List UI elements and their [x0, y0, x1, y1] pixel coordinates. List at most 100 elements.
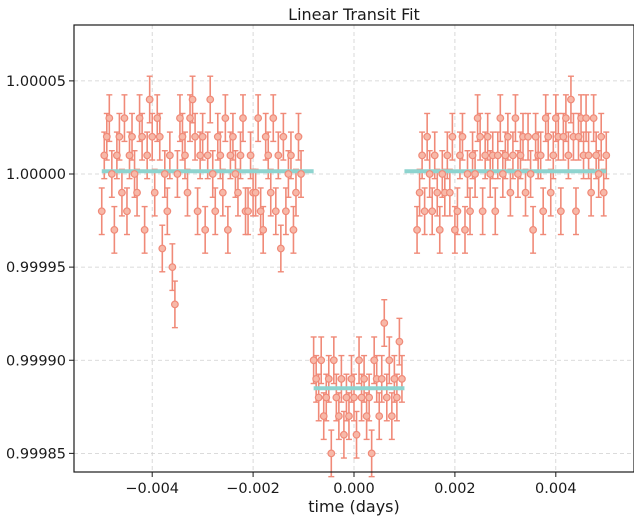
- data-point: [445, 188, 454, 197]
- data-point: [337, 374, 346, 383]
- data-point: [589, 114, 598, 123]
- data-point: [385, 356, 394, 365]
- data-point: [261, 132, 270, 141]
- data-point: [357, 393, 366, 402]
- data-point: [483, 132, 492, 141]
- data-point: [133, 188, 141, 197]
- data-point: [340, 430, 348, 439]
- data-point: [541, 114, 550, 123]
- data-point: [221, 114, 230, 123]
- data-point: [206, 95, 215, 104]
- data-point: [107, 170, 116, 178]
- data-point: [352, 430, 361, 439]
- data-point: [451, 225, 459, 234]
- data-point: [529, 225, 537, 234]
- data-point: [138, 132, 147, 141]
- x-tick-label: 0.000: [333, 481, 375, 497]
- data-point: [287, 151, 295, 160]
- data-point: [168, 263, 177, 272]
- data-point: [392, 393, 401, 402]
- data-point: [587, 188, 596, 197]
- data-point: [128, 132, 136, 141]
- data-point: [493, 151, 502, 160]
- data-point: [203, 151, 212, 160]
- data-point: [415, 188, 424, 197]
- data-point: [246, 151, 255, 160]
- data-point: [503, 132, 512, 141]
- data-point: [564, 151, 573, 160]
- data-point: [120, 114, 129, 123]
- data-point: [183, 188, 192, 197]
- data-point: [572, 207, 580, 216]
- y-tick-label: 1.00005: [6, 74, 66, 90]
- data-point: [390, 374, 399, 383]
- data-point: [498, 170, 507, 178]
- data-point: [362, 412, 371, 421]
- data-point: [244, 207, 252, 216]
- data-point: [430, 151, 439, 160]
- data-point: [176, 114, 184, 123]
- data-point: [188, 95, 197, 104]
- data-point: [458, 132, 467, 141]
- data-point: [236, 151, 245, 160]
- data-point: [418, 151, 427, 160]
- data-point: [345, 412, 353, 421]
- data-point: [496, 114, 505, 123]
- data-point: [443, 151, 452, 160]
- data-point: [491, 207, 500, 216]
- data-point: [281, 207, 290, 216]
- data-point: [163, 207, 172, 216]
- data-point: [506, 188, 515, 197]
- data-point: [297, 170, 305, 178]
- data-point: [223, 225, 232, 234]
- data-point: [387, 412, 396, 421]
- data-point: [473, 114, 482, 123]
- data-point: [395, 337, 404, 346]
- data-point: [398, 374, 406, 383]
- data-point: [584, 151, 593, 160]
- chart-title: Linear Transit Fit: [288, 5, 420, 24]
- data-point: [602, 151, 611, 160]
- data-point: [153, 114, 162, 123]
- data-point: [319, 412, 328, 421]
- data-point: [332, 393, 341, 402]
- data-point: [556, 207, 565, 216]
- y-tick-label: 1.00000: [6, 167, 66, 183]
- data-point: [329, 356, 338, 365]
- y-tick-label: 0.99990: [6, 353, 66, 369]
- data-point: [559, 132, 568, 141]
- data-point: [448, 132, 457, 141]
- data-point: [191, 132, 199, 141]
- data-point: [367, 449, 376, 458]
- x-axis-ticks: −0.004 −0.002 0.000 0.002 0.004: [125, 472, 577, 497]
- data-point: [425, 170, 434, 178]
- data-point: [140, 225, 149, 234]
- data-point: [471, 170, 479, 178]
- data-point: [435, 225, 444, 234]
- data-point: [438, 170, 447, 178]
- data-point: [413, 225, 421, 234]
- data-point: [380, 319, 389, 327]
- y-tick-label: 0.99985: [6, 446, 66, 462]
- data-point: [105, 114, 114, 123]
- data-point: [309, 356, 318, 365]
- data-point: [327, 449, 336, 458]
- data-point: [453, 207, 462, 216]
- data-point: [456, 151, 464, 160]
- data-point: [594, 170, 603, 178]
- data-point: [526, 170, 535, 178]
- data-point: [531, 132, 540, 141]
- y-axis-ticks: 0.99985 0.99990 0.99995 1.00000 1.00005: [6, 74, 74, 462]
- data-point: [118, 188, 126, 197]
- data-point: [110, 225, 119, 234]
- data-point: [360, 374, 368, 383]
- data-point: [314, 393, 323, 402]
- data-point: [478, 207, 487, 216]
- data-point: [377, 374, 386, 383]
- data-point: [544, 132, 553, 141]
- data-point: [461, 225, 469, 234]
- data-point: [342, 393, 351, 402]
- data-markers: [97, 95, 611, 458]
- data-point: [269, 114, 278, 123]
